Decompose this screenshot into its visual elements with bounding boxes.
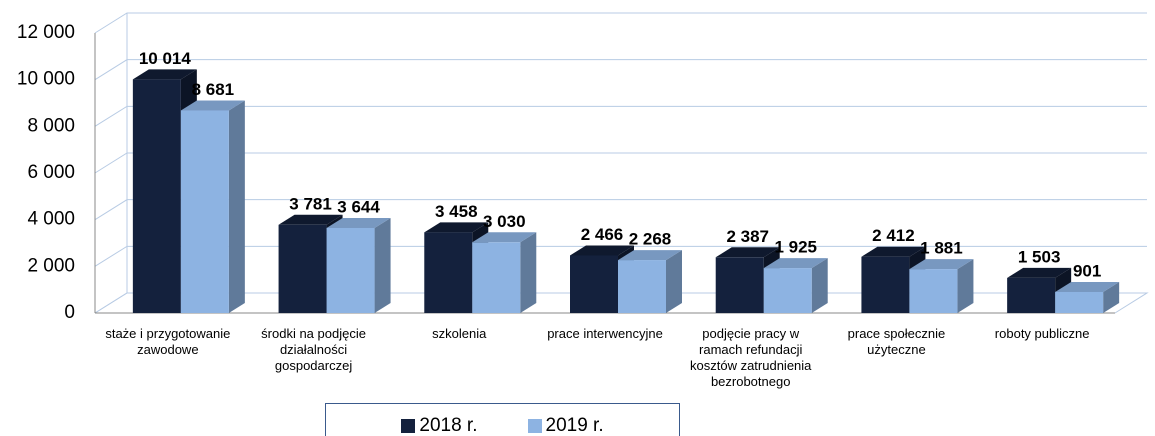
- bar-top: [909, 259, 974, 270]
- y-tick-label: 6 000: [27, 162, 75, 183]
- bar: [180, 100, 245, 314]
- bar-front: [424, 232, 473, 313]
- bar-front: [763, 268, 812, 313]
- x-tick-label: prace społecznie użyteczne: [847, 326, 946, 357]
- grid-line: [94, 199, 1147, 221]
- value-label: 8 681: [192, 80, 235, 99]
- bar-top: [1007, 267, 1072, 278]
- grid-line: [94, 245, 1147, 267]
- value-label: 10 014: [139, 49, 192, 68]
- x-tick-label: szkolenia: [432, 326, 487, 341]
- bar-front: [909, 269, 958, 313]
- value-label: 3 781: [289, 194, 332, 213]
- grid-line: [94, 12, 1147, 34]
- bar-top: [326, 217, 391, 228]
- bar: [1055, 281, 1120, 313]
- bar-top: [278, 214, 343, 225]
- value-label: 1 881: [920, 239, 963, 258]
- bar-top: [472, 232, 537, 243]
- bar: [763, 258, 828, 313]
- bar-top: [570, 245, 634, 256]
- bar-front: [715, 257, 764, 313]
- bar-side: [520, 232, 537, 313]
- value-label: 2 412: [872, 226, 915, 245]
- grid-line: [94, 59, 1147, 81]
- value-label: 1 503: [1018, 247, 1061, 266]
- bar-side: [1103, 281, 1120, 313]
- grid-line: [94, 152, 1147, 174]
- value-label: 3 030: [483, 212, 526, 231]
- bar-top: [132, 69, 197, 80]
- value-label: 1 925: [774, 238, 817, 257]
- legend-swatch: [401, 419, 416, 433]
- legend-swatch: [527, 419, 542, 433]
- bar: [326, 217, 391, 313]
- x-tick-label: środki na podjęcie działalności gospodar…: [261, 326, 366, 373]
- bar: [472, 232, 537, 313]
- x-tick-label: podjęcie pracy w ramach refundacji koszt…: [690, 326, 812, 389]
- bar-top: [763, 258, 828, 269]
- bar-front: [326, 227, 375, 313]
- bar-top: [180, 100, 245, 111]
- value-label: 2 387: [726, 227, 769, 246]
- bar-side: [228, 100, 245, 314]
- bar: [909, 259, 974, 313]
- bar-top: [618, 250, 682, 261]
- bar-front: [618, 260, 666, 313]
- value-label: 2 466: [581, 225, 624, 244]
- x-tick-label: prace interwencyjne: [547, 326, 663, 341]
- legend-item: 2019 r.: [527, 410, 604, 436]
- legend-label: 2018 r.: [419, 415, 478, 436]
- x-tick-label: staże i przygotowanie zawodowe: [105, 326, 231, 357]
- bar-top: [715, 247, 780, 258]
- bar-front: [132, 79, 181, 313]
- bar-front: [278, 224, 327, 313]
- bar-side: [374, 217, 391, 313]
- grid-line: [94, 105, 1147, 127]
- bar-front: [180, 110, 229, 314]
- legend-label: 2019 r.: [545, 415, 604, 436]
- bar-side: [957, 259, 974, 313]
- x-tick-label: roboty publiczne: [994, 326, 1090, 341]
- legend-item: 2018 r.: [401, 410, 478, 436]
- value-label: 2 268: [629, 230, 672, 249]
- bar-top: [861, 246, 926, 257]
- bar-top: [424, 222, 489, 233]
- y-tick-label: 0: [64, 302, 75, 323]
- bar-side: [811, 258, 828, 313]
- y-tick-label: 2 000: [27, 255, 75, 276]
- bar: [618, 250, 682, 313]
- bar-side: [666, 250, 682, 313]
- value-label: 3 458: [435, 202, 478, 221]
- bar-front: [1007, 277, 1056, 313]
- bar-front: [861, 256, 910, 313]
- bar-front: [1055, 291, 1104, 313]
- legend: 2018 r. 2019 r.: [325, 403, 680, 436]
- value-label: 901: [1073, 261, 1101, 280]
- bar-front: [570, 255, 618, 313]
- y-tick-label: 4 000: [27, 209, 75, 230]
- bar-front: [472, 242, 521, 313]
- y-tick-label: 10 000: [17, 69, 75, 90]
- value-label: 3 644: [337, 197, 380, 216]
- y-tick-label: 12 000: [17, 22, 75, 43]
- bar-top: [1055, 281, 1120, 292]
- y-tick-label: 8 000: [27, 115, 75, 136]
